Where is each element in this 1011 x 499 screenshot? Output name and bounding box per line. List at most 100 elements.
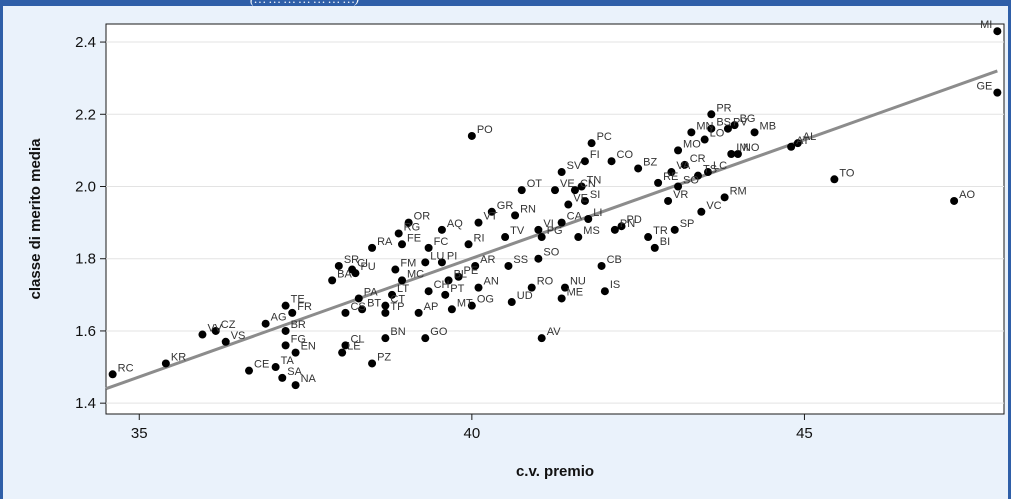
data-point	[993, 27, 1002, 36]
data-point	[560, 283, 569, 292]
gridlines	[106, 41, 1004, 404]
data-point	[570, 186, 579, 195]
point-label: LI	[593, 207, 602, 219]
data-point	[584, 215, 593, 223]
data-point	[551, 186, 559, 195]
data-point	[534, 254, 543, 263]
y-tick-label: 1.6	[75, 323, 96, 340]
y-axis-ticks: 1.4 1.6 1.8 2.0 2.2 2.4	[75, 34, 106, 412]
data-point	[424, 243, 433, 252]
data-point	[437, 225, 446, 234]
x-axis-ticks: 35 40 45	[131, 414, 813, 442]
data-point	[245, 366, 254, 375]
point-label: BT	[367, 297, 381, 309]
data-point	[444, 276, 453, 285]
point-label: LE	[347, 341, 360, 353]
point-label: VC	[706, 200, 721, 212]
point-label: PU	[360, 261, 375, 273]
data-point	[348, 265, 357, 274]
data-point	[617, 222, 626, 231]
data-point	[464, 240, 473, 249]
point-label: NO	[743, 142, 760, 154]
point-label: AR	[480, 254, 495, 266]
point-label: PN	[620, 218, 635, 230]
point-label: AQ	[447, 218, 463, 230]
data-point	[670, 225, 679, 234]
point-label: CA	[567, 211, 583, 223]
point-label: RO	[537, 276, 554, 288]
point-label: PR	[716, 102, 731, 114]
point-label: VS	[231, 330, 246, 342]
data-point	[557, 168, 566, 177]
point-label: RI	[474, 232, 485, 244]
y-tick-label: 1.8	[75, 251, 96, 268]
data-point	[680, 160, 689, 169]
point-label: RA	[377, 236, 393, 248]
data-point	[610, 225, 619, 234]
data-point	[634, 164, 643, 173]
data-point	[793, 139, 802, 148]
data-point	[398, 276, 407, 285]
data-point	[650, 243, 659, 252]
y-axis-label: classe di merito media	[27, 138, 44, 300]
data-point	[577, 182, 586, 191]
point-label: AG	[271, 312, 287, 324]
data-point	[507, 298, 516, 307]
point-label: FG	[291, 333, 306, 345]
data-point	[354, 294, 363, 303]
data-point	[391, 265, 400, 274]
point-label: TO	[839, 167, 855, 179]
data-point	[198, 330, 207, 339]
point-label: PA	[364, 286, 379, 298]
point-label: TR	[653, 225, 668, 237]
point-label: LT	[397, 283, 409, 295]
point-label: FR	[297, 301, 312, 313]
point-label: LO	[710, 128, 725, 140]
data-point	[534, 225, 543, 234]
data-point	[368, 243, 377, 252]
data-point	[404, 218, 413, 227]
point-label: AP	[424, 301, 439, 313]
point-label: AO	[959, 189, 975, 201]
point-label: CS	[350, 301, 365, 313]
data-point	[564, 200, 573, 209]
point-label: PT	[450, 283, 464, 295]
data-point	[441, 290, 450, 299]
data-point	[537, 233, 546, 242]
data-point	[674, 146, 683, 155]
point-label: PD	[627, 214, 642, 226]
point-label: AN	[484, 276, 499, 288]
data-point	[654, 178, 663, 187]
point-label: PE	[464, 265, 479, 277]
point-label: TV	[510, 225, 525, 237]
data-point	[388, 290, 397, 299]
point-label: FE	[407, 232, 421, 244]
data-point	[394, 229, 403, 238]
point-label: GR	[497, 200, 514, 212]
x-tick-label: 40	[464, 425, 481, 442]
data-point	[474, 218, 483, 227]
point-label: MN	[696, 120, 713, 132]
data-point	[381, 334, 390, 343]
data-point	[381, 308, 390, 317]
top-caption: (… … … … … … …)	[250, 0, 359, 7]
data-point	[278, 373, 287, 382]
data-point	[261, 319, 270, 328]
x-axis-label: c.v. premio	[516, 463, 594, 480]
data-point	[787, 142, 796, 151]
point-label: SP	[680, 218, 695, 230]
data-point	[291, 381, 300, 390]
data-point	[750, 128, 759, 137]
point-label: CR	[690, 153, 706, 165]
point-label: LC	[713, 160, 727, 172]
y-tick-label: 2.2	[75, 106, 96, 123]
data-point	[108, 370, 117, 379]
point-label: MB	[760, 120, 777, 132]
y-tick-label: 2.0	[75, 179, 96, 196]
data-point	[557, 218, 566, 227]
point-label: RE	[663, 171, 678, 183]
point-label: BN	[390, 326, 405, 338]
data-point	[694, 171, 703, 180]
